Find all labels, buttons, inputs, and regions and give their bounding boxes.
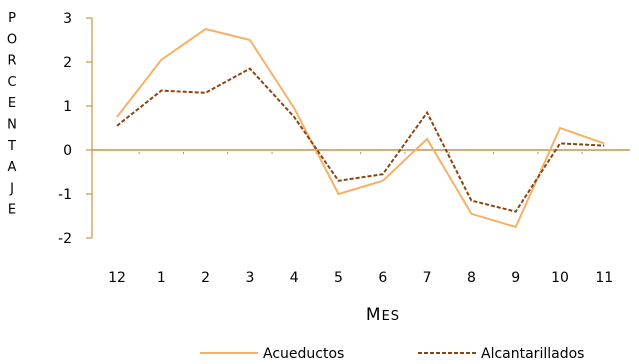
y-axis-title-letter: E [8, 96, 16, 111]
x-tick-label: 7 [423, 270, 432, 286]
x-tick-label: 3 [245, 270, 254, 286]
x-tick-label: 12 [108, 270, 126, 286]
y-axis-title-letter: E [8, 203, 16, 218]
y-tick-label: -2 [58, 231, 72, 247]
x-tick-label: 1 [157, 270, 166, 286]
y-axis-title-letter: T [7, 139, 16, 154]
legend-label: Acueductos [263, 346, 344, 362]
x-minor-ticks [138, 152, 583, 154]
legend: Acueductos Alcantarillados [200, 346, 584, 362]
legend-label: Alcantarillados [481, 346, 584, 362]
x-tick-label: 11 [595, 270, 613, 286]
x-tick-label: 10 [551, 270, 569, 286]
y-tick-label: -1 [58, 187, 72, 203]
y-axis-title-letter: J [9, 181, 14, 196]
series-line-alcantarillados [116, 67, 605, 213]
y-tick-label: 1 [63, 99, 72, 115]
y-axis-title-letter: N [7, 118, 17, 133]
x-tick-label: 9 [511, 270, 520, 286]
y-axis-title-letter: R [7, 54, 16, 69]
x-axis-title: MES [366, 305, 400, 325]
x-tick-label: 6 [378, 270, 387, 286]
y-axis-title-letter: C [7, 75, 16, 90]
x-ticks: 12 1 2 3 4 5 6 7 8 9 10 11 [108, 270, 613, 286]
y-ticks: 3 2 1 0 -1 -2 [58, 11, 92, 247]
x-tick-label: 8 [467, 270, 476, 286]
x-tick-label: 2 [201, 270, 210, 286]
x-tick-label: 4 [290, 270, 299, 286]
y-tick-label: 0 [63, 143, 72, 159]
y-tick-label: 2 [63, 55, 72, 71]
y-axis-title-letter: P [8, 11, 16, 26]
y-axis-title-letter: O [7, 32, 17, 47]
y-axis-title-letter: A [8, 160, 17, 175]
y-tick-label: 3 [63, 11, 72, 27]
x-tick-label: 5 [334, 270, 343, 286]
series-line-acueductos [116, 27, 605, 229]
series-lines [116, 27, 605, 229]
